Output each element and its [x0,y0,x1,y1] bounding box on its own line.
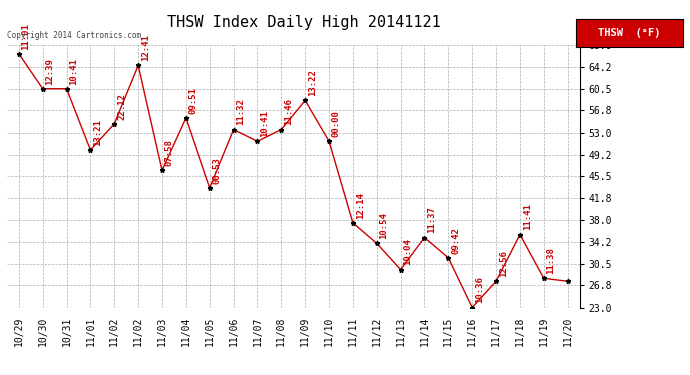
Text: 11:38: 11:38 [546,247,555,274]
Text: 12:39: 12:39 [46,58,55,85]
Text: 12:41: 12:41 [141,34,150,61]
Text: 13:22: 13:22 [308,69,317,96]
Text: 12:56: 12:56 [499,250,508,277]
Text: 09:51: 09:51 [188,87,197,114]
Text: 10:04: 10:04 [404,238,413,266]
Text: 09:42: 09:42 [451,227,460,254]
Text: 07:58: 07:58 [165,140,174,166]
Text: THSW  (°F): THSW (°F) [598,28,661,38]
Text: 10:36: 10:36 [475,276,484,303]
Text: Copyright 2014 Cartronics.com: Copyright 2014 Cartronics.com [7,31,141,40]
Text: 11:01: 11:01 [21,23,30,50]
Text: 10:54: 10:54 [380,212,388,239]
Text: 22:12: 22:12 [117,93,126,120]
Text: 10:41: 10:41 [69,58,79,85]
Text: 11:32: 11:32 [237,99,246,125]
Text: 11:41: 11:41 [523,204,532,230]
Text: 00:00: 00:00 [332,110,341,137]
Text: 12:14: 12:14 [355,192,365,219]
Text: 10:41: 10:41 [260,110,269,137]
Text: THSW Index Daily High 20141121: THSW Index Daily High 20141121 [167,15,440,30]
Text: 13:21: 13:21 [93,119,102,146]
Text: 11:37: 11:37 [427,207,436,233]
Text: 11:46: 11:46 [284,99,293,125]
Text: 00:53: 00:53 [213,157,221,184]
